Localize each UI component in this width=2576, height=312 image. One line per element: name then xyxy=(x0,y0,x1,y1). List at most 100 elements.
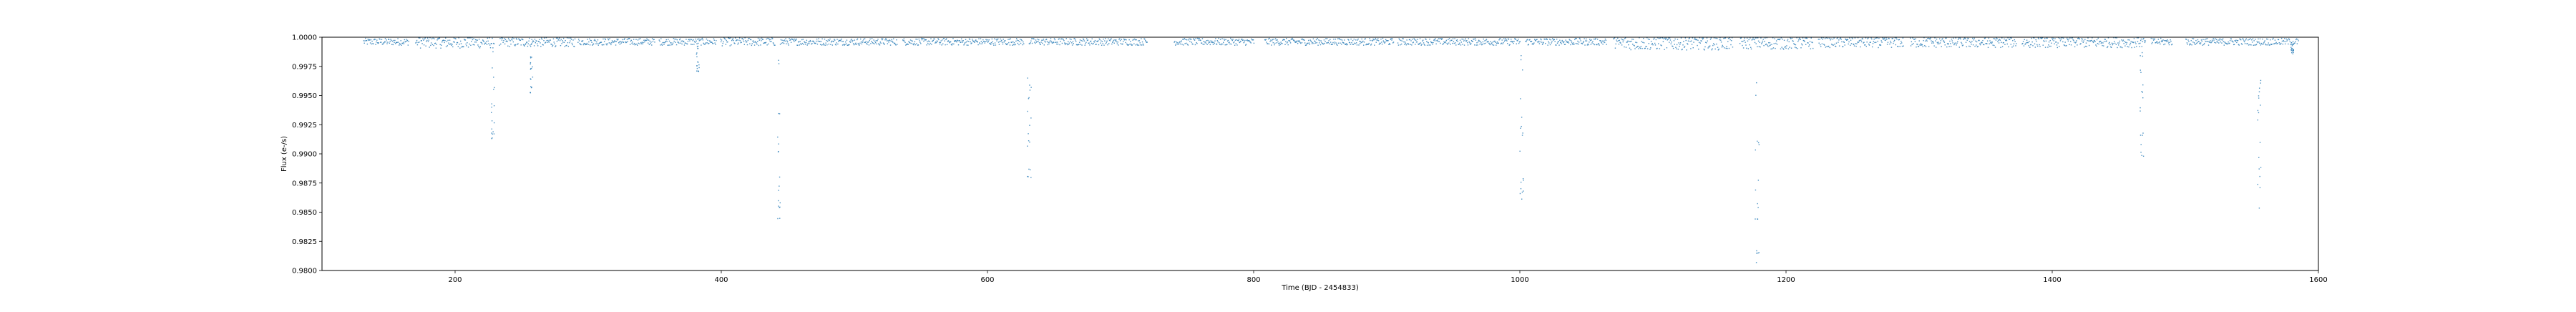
data-point xyxy=(427,41,429,42)
data-point xyxy=(2167,40,2169,42)
data-point xyxy=(1059,44,1060,46)
data-point xyxy=(1200,39,1201,42)
data-point xyxy=(535,42,536,44)
data-point xyxy=(832,40,834,42)
data-point xyxy=(542,44,544,46)
data-point xyxy=(557,39,559,41)
data-point xyxy=(1576,38,1577,39)
data-point xyxy=(1538,40,1540,42)
data-point xyxy=(2043,40,2044,42)
data-point xyxy=(396,42,398,43)
data-point xyxy=(960,42,962,43)
data-point xyxy=(2069,37,2071,39)
data-point xyxy=(491,112,492,113)
data-point xyxy=(840,39,841,41)
data-point xyxy=(1264,39,1266,41)
data-point xyxy=(1659,48,1661,49)
data-point xyxy=(967,44,969,46)
data-point xyxy=(1132,39,1133,41)
data-point xyxy=(1548,42,1550,44)
data-point xyxy=(365,37,366,39)
data-point xyxy=(939,42,940,43)
data-point xyxy=(1727,37,1729,39)
data-point xyxy=(953,40,955,42)
data-point xyxy=(2293,42,2295,44)
data-point xyxy=(437,38,439,39)
data-point xyxy=(2092,42,2094,44)
data-point xyxy=(2076,40,2077,42)
data-point xyxy=(1031,42,1033,44)
data-point xyxy=(1968,45,1970,47)
data-point xyxy=(1289,42,1292,44)
data-point xyxy=(708,40,711,42)
data-point xyxy=(1007,43,1008,44)
data-point xyxy=(2004,44,2006,45)
data-point xyxy=(1725,47,1727,49)
data-point xyxy=(1474,44,1475,46)
data-point xyxy=(2157,42,2159,44)
data-point xyxy=(871,41,872,42)
data-point xyxy=(1570,44,1571,46)
data-point xyxy=(1853,44,1855,46)
data-point xyxy=(1141,44,1143,46)
data-point xyxy=(1052,42,1053,44)
data-point xyxy=(712,42,713,44)
data-point xyxy=(1645,46,1646,47)
data-point xyxy=(753,42,755,43)
data-point xyxy=(1197,38,1199,39)
data-point xyxy=(989,43,990,44)
data-point xyxy=(1617,40,1619,42)
data-point xyxy=(1507,43,1508,44)
data-point xyxy=(2012,45,2014,47)
data-point xyxy=(1870,37,1872,39)
data-point xyxy=(1128,39,1130,41)
data-point xyxy=(535,40,537,42)
data-point xyxy=(1742,47,1745,49)
data-point xyxy=(975,40,977,42)
data-point xyxy=(402,42,404,44)
data-point xyxy=(2140,144,2142,145)
data-point xyxy=(1692,37,1694,39)
data-point xyxy=(1561,39,1563,42)
data-point xyxy=(1665,37,1667,39)
data-point xyxy=(1450,39,1452,41)
data-point xyxy=(423,39,424,41)
data-point xyxy=(1828,37,1830,39)
data-point xyxy=(2260,82,2261,84)
data-point xyxy=(742,38,743,39)
data-point xyxy=(580,44,582,46)
data-point xyxy=(545,37,547,39)
data-point xyxy=(2215,39,2218,41)
data-point xyxy=(1634,45,1635,47)
data-point xyxy=(2113,37,2114,39)
data-point xyxy=(1567,42,1568,43)
data-point xyxy=(2260,79,2262,82)
data-point xyxy=(603,41,605,42)
data-point xyxy=(1175,44,1176,46)
data-point xyxy=(2142,97,2144,99)
data-point xyxy=(1018,44,1020,46)
data-point xyxy=(1478,39,1480,41)
data-point xyxy=(424,37,426,39)
data-point xyxy=(1004,40,1005,42)
data-point xyxy=(733,39,734,42)
data-point xyxy=(625,42,627,44)
data-point xyxy=(782,42,784,44)
data-point xyxy=(1591,39,1592,41)
data-point xyxy=(2129,42,2132,44)
data-point xyxy=(480,42,482,44)
data-point xyxy=(2251,39,2253,41)
data-point xyxy=(405,41,406,42)
data-point xyxy=(1498,42,1499,44)
data-point xyxy=(1511,40,1513,42)
data-point xyxy=(1660,44,1662,46)
data-point xyxy=(982,41,985,42)
data-point xyxy=(615,44,617,46)
data-point xyxy=(1659,37,1661,39)
data-point xyxy=(611,40,613,42)
data-point xyxy=(1644,47,1646,49)
data-point xyxy=(2263,42,2265,44)
data-point xyxy=(2094,39,2095,42)
data-point xyxy=(513,38,514,39)
data-point xyxy=(2167,42,2170,44)
